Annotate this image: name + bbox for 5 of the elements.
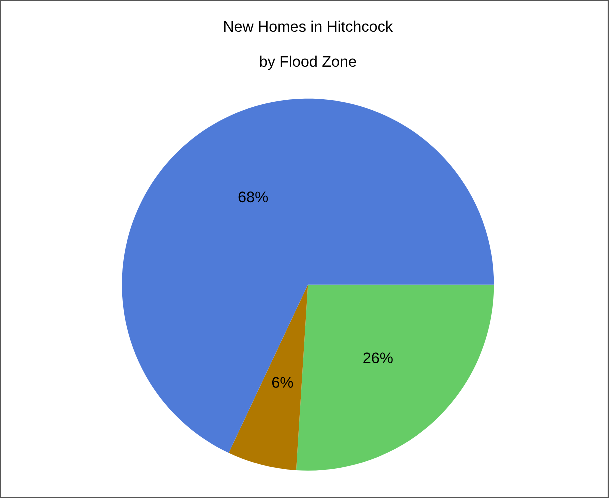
chart-title: New Homes in Hitchcock <box>224 20 394 32</box>
data-label: 6% <box>272 377 294 388</box>
chart-subtitle: by Flood Zone <box>260 56 356 70</box>
data-label: 26% <box>364 352 393 364</box>
data-label: 68% <box>238 192 268 203</box>
